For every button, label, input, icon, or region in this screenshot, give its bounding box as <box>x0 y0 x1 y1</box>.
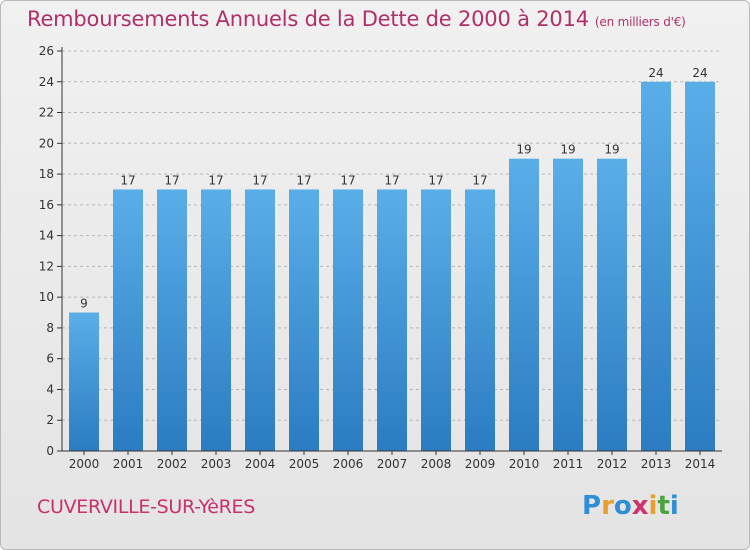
x-tick-label: 2014 <box>685 457 716 471</box>
x-tick-label: 2005 <box>289 457 320 471</box>
data-labels: 9 17 17 17 17 17 17 17 17 17 19 19 19 24 24 <box>80 66 707 311</box>
x-tick-label: 2008 <box>421 457 452 471</box>
data-label: 17 <box>472 173 487 187</box>
bar <box>289 189 319 451</box>
y-tick-label: 10 <box>39 290 54 304</box>
chart-title-text: Remboursements Annuels de la Dette de 20… <box>27 7 589 31</box>
bar <box>685 81 715 452</box>
data-label: 24 <box>692 66 707 80</box>
x-tick-label: 2013 <box>641 457 672 471</box>
y-tick-label: 4 <box>46 382 54 396</box>
y-tick-label: 6 <box>46 352 54 366</box>
commune-name: CUVERVILLE-SUR-YèRES <box>37 496 256 518</box>
x-tick-label: 2007 <box>377 457 408 471</box>
x-tick-label: 2004 <box>245 457 276 471</box>
logo-letter: x <box>631 491 649 521</box>
x-tick-label: 2009 <box>465 457 496 471</box>
y-tick-label: 8 <box>46 321 54 335</box>
bar <box>201 189 231 451</box>
data-label: 17 <box>208 173 223 187</box>
bar <box>553 158 583 451</box>
data-label: 9 <box>80 297 88 311</box>
y-tick-label: 24 <box>39 75 54 89</box>
x-tick-label: 2010 <box>509 457 540 471</box>
x-tick-label: 2012 <box>597 457 628 471</box>
y-tick-label: 20 <box>39 136 54 150</box>
logo-letter: i <box>648 491 658 521</box>
y-tick-label: 0 <box>46 444 54 458</box>
y-tick-label: 16 <box>39 198 54 212</box>
y-tick-label: 14 <box>39 229 54 243</box>
data-label: 19 <box>516 143 531 157</box>
data-label: 17 <box>120 173 135 187</box>
x-tick-label: 2000 <box>69 457 100 471</box>
data-label: 17 <box>384 173 399 187</box>
data-label: 17 <box>340 173 355 187</box>
logo-letter: o <box>613 491 632 521</box>
y-tick-label: 22 <box>39 106 54 120</box>
x-tick-label: 2002 <box>157 457 188 471</box>
bar <box>465 189 495 451</box>
data-label: 19 <box>560 143 575 157</box>
x-tick-label: 2001 <box>113 457 144 471</box>
bar <box>245 189 275 451</box>
logo-letter: P <box>582 491 602 521</box>
logo-letter: i <box>669 491 679 521</box>
proxiti-logo: Proxiti <box>582 491 679 521</box>
y-tick-label: 18 <box>39 167 54 181</box>
data-label: 17 <box>164 173 179 187</box>
bar <box>509 158 539 451</box>
data-label: 17 <box>428 173 443 187</box>
y-tick-label: 12 <box>39 259 54 273</box>
logo-letter: t <box>657 491 670 521</box>
y-tick-label: 26 <box>39 44 54 58</box>
bar <box>377 189 407 451</box>
chart-title: Remboursements Annuels de la Dette de 20… <box>27 7 686 31</box>
x-tick-label: 2011 <box>553 457 584 471</box>
bars <box>69 81 715 452</box>
bar <box>113 189 143 451</box>
bar <box>333 189 363 451</box>
y-tick-label: 2 <box>46 413 54 427</box>
x-tick-label: 2003 <box>201 457 232 471</box>
data-label: 17 <box>296 173 311 187</box>
bar <box>69 312 99 451</box>
bar <box>157 189 187 451</box>
bar <box>641 81 671 452</box>
chart-subtitle: (en milliers d'€) <box>594 15 686 29</box>
bar <box>597 158 627 451</box>
logo-letter: r <box>601 491 614 521</box>
data-label: 24 <box>648 66 663 80</box>
data-label: 19 <box>604 143 619 157</box>
data-label: 17 <box>252 173 267 187</box>
x-tick-label: 2006 <box>333 457 364 471</box>
bar <box>421 189 451 451</box>
